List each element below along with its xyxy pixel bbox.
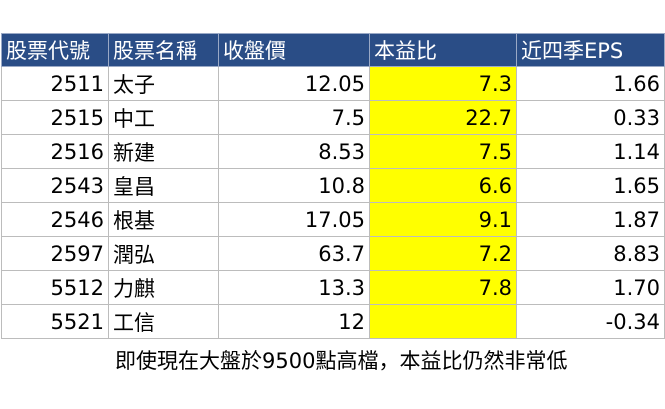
cell-stock-code: 2597 (1, 236, 109, 271)
cell-pe-ratio: 6.6 (369, 168, 517, 203)
cell-eps: 1.87 (516, 202, 665, 237)
cell-stock-name: 皇昌 (108, 168, 219, 203)
header-stock-name: 股票名稱 (108, 33, 219, 67)
table-row: 5512 力麒 13.3 7.8 1.70 (1, 270, 665, 305)
cell-stock-name: 工信 (108, 304, 219, 339)
cell-pe-ratio: 7.2 (369, 236, 517, 271)
cell-eps: -0.34 (516, 304, 665, 339)
table-row: 2516 新建 8.53 7.5 1.14 (1, 134, 665, 169)
table-header-row: 股票代號 股票名稱 收盤價 本益比 近四季EPS (1, 33, 665, 67)
header-eps: 近四季EPS (516, 33, 665, 67)
table-row: 5521 工信 12 -0.34 (1, 304, 665, 339)
table-row: 2515 中工 7.5 22.7 0.33 (1, 100, 665, 135)
cell-stock-name: 太子 (108, 66, 219, 101)
cell-close-price: 7.5 (218, 100, 370, 135)
cell-stock-name: 中工 (108, 100, 219, 135)
table-row: 2597 潤弘 63.7 7.2 8.83 (1, 236, 665, 271)
header-stock-code: 股票代號 (1, 33, 109, 67)
cell-stock-name: 力麒 (108, 270, 219, 305)
caption-text: 即使現在大盤於9500點高檔，本益比仍然非常低 (115, 349, 568, 373)
table-row: 2511 太子 12.05 7.3 1.66 (1, 66, 665, 101)
cell-close-price: 12 (218, 304, 370, 339)
cell-stock-code: 5521 (1, 304, 109, 339)
cell-close-price: 13.3 (218, 270, 370, 305)
cell-stock-code: 2515 (1, 100, 109, 135)
cell-pe-ratio: 7.8 (369, 270, 517, 305)
cell-eps: 1.14 (516, 134, 665, 169)
table-row: 2543 皇昌 10.8 6.6 1.65 (1, 168, 665, 203)
cell-close-price: 12.05 (218, 66, 370, 101)
cell-close-price: 63.7 (218, 236, 370, 271)
cell-eps: 1.70 (516, 270, 665, 305)
cell-pe-ratio: 22.7 (369, 100, 517, 135)
cell-eps: 1.66 (516, 66, 665, 101)
cell-close-price: 17.05 (218, 202, 370, 237)
cell-pe-ratio (369, 304, 517, 339)
cell-stock-code: 2543 (1, 168, 109, 203)
cell-eps: 1.65 (516, 168, 665, 203)
cell-close-price: 8.53 (218, 134, 370, 169)
cell-close-price: 10.8 (218, 168, 370, 203)
cell-stock-name: 潤弘 (108, 236, 219, 271)
cell-eps: 0.33 (516, 100, 665, 135)
stock-table: 股票代號 股票名稱 收盤價 本益比 近四季EPS 2511 太子 12.05 7… (1, 33, 665, 339)
cell-stock-code: 2546 (1, 202, 109, 237)
cell-stock-name: 根基 (108, 202, 219, 237)
cell-stock-name: 新建 (108, 134, 219, 169)
header-close-price: 收盤價 (218, 33, 370, 67)
table-row: 2546 根基 17.05 9.1 1.87 (1, 202, 665, 237)
cell-stock-code: 5512 (1, 270, 109, 305)
cell-pe-ratio: 7.3 (369, 66, 517, 101)
cell-stock-code: 2516 (1, 134, 109, 169)
header-pe-ratio: 本益比 (369, 33, 517, 67)
cell-pe-ratio: 7.5 (369, 134, 517, 169)
cell-eps: 8.83 (516, 236, 665, 271)
cell-stock-code: 2511 (1, 66, 109, 101)
cell-pe-ratio: 9.1 (369, 202, 517, 237)
